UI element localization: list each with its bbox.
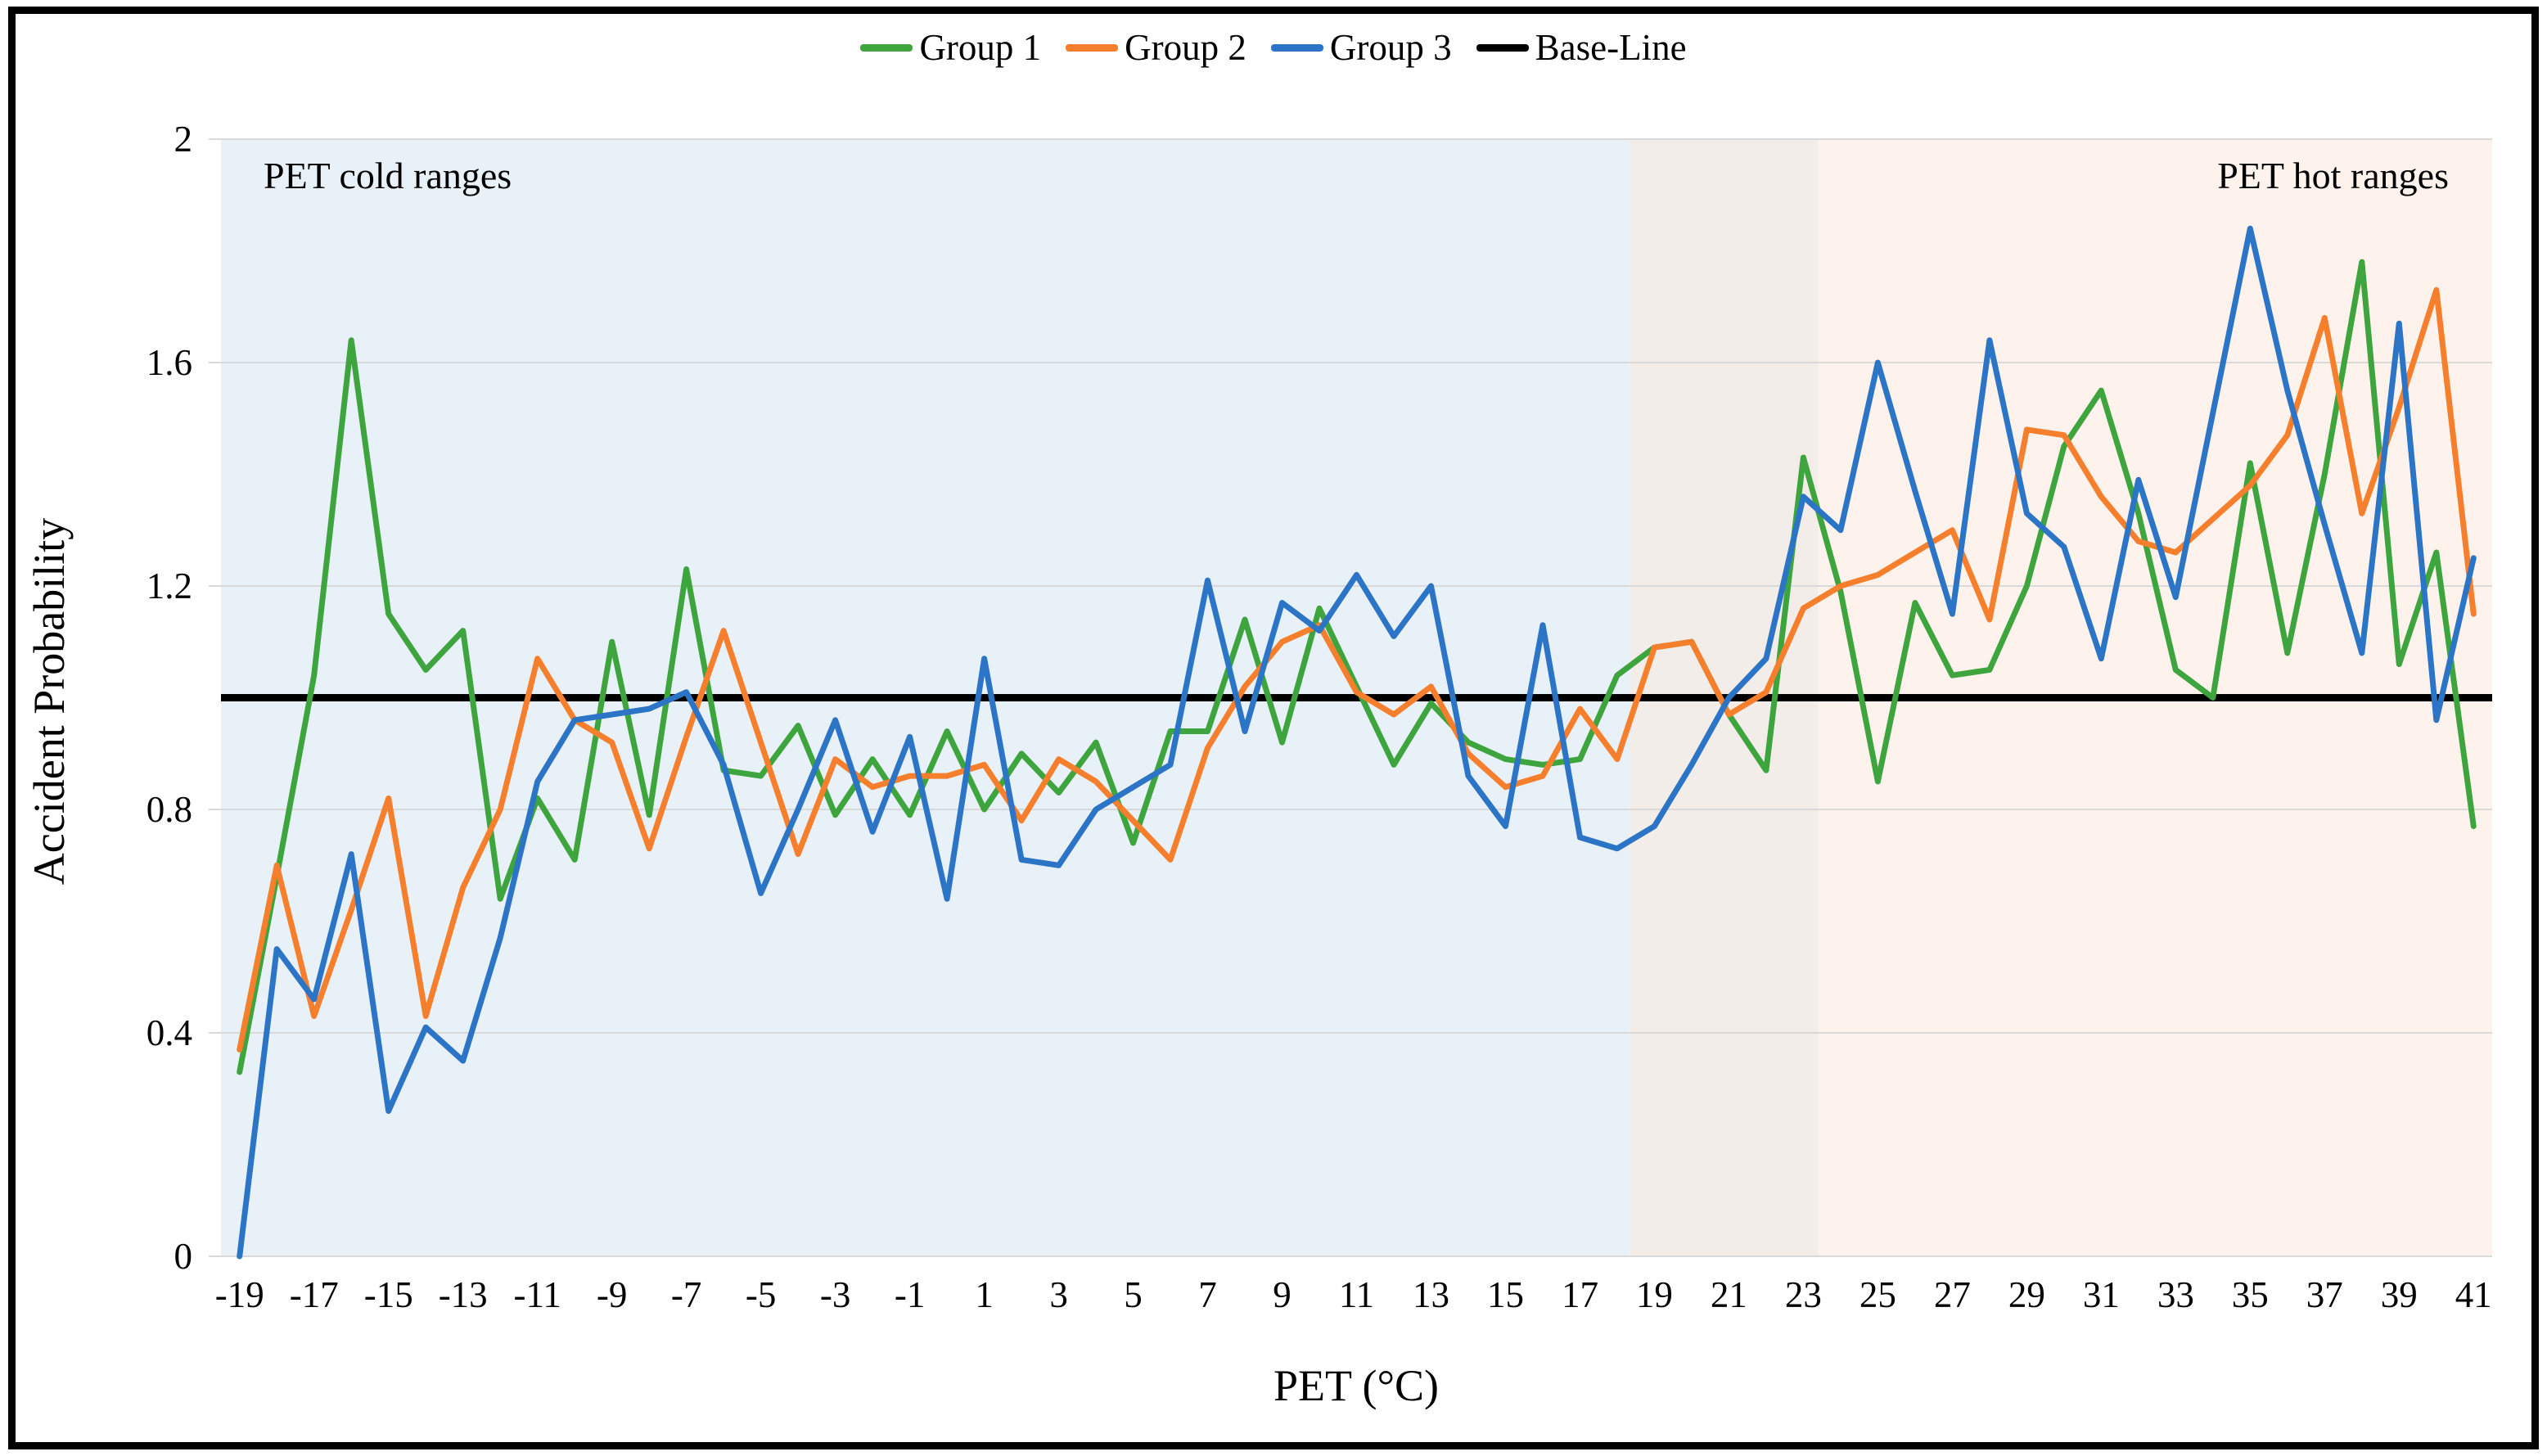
x-tick-label: 3 — [1049, 1274, 1068, 1315]
x-tick-label: 13 — [1412, 1274, 1449, 1315]
baseline-line-swatch-icon — [1476, 44, 1529, 52]
x-tick-label: 5 — [1124, 1274, 1143, 1315]
legend-item-group3: Group 3 — [1270, 27, 1452, 68]
x-tick-label: -9 — [596, 1274, 628, 1315]
x-tick-label: 29 — [2008, 1274, 2045, 1315]
hot-region-label: PET hot ranges — [2217, 155, 2449, 196]
x-tick-label: 17 — [1561, 1274, 1598, 1315]
x-tick-label: 33 — [2157, 1274, 2194, 1315]
y-tick-label: 1.2 — [146, 566, 192, 606]
series-line-3 — [237, 225, 2477, 1260]
x-tick-label: 31 — [2082, 1274, 2120, 1315]
y-tick-label: 1.6 — [146, 342, 192, 383]
x-tick-label: 19 — [1635, 1274, 1673, 1315]
legend-label: Group 1 — [919, 27, 1042, 68]
x-tick-label: 23 — [1784, 1274, 1822, 1315]
x-tick-label: 39 — [2380, 1274, 2418, 1315]
legend-label: Group 3 — [1329, 27, 1452, 68]
x-tick-label: -15 — [363, 1274, 413, 1315]
x-tick-label: -5 — [745, 1274, 777, 1315]
x-tick-label: -7 — [670, 1274, 702, 1315]
legend-item-group1: Group 1 — [860, 29, 1041, 66]
group3-line-swatch-icon — [1270, 44, 1323, 52]
x-tick-label: 1 — [975, 1274, 994, 1315]
series-line-2 — [237, 286, 2477, 1053]
x-tick-label: -17 — [289, 1274, 339, 1315]
legend-label: Base-Line — [1535, 27, 1687, 68]
y-tick-label: 0.4 — [146, 1012, 192, 1053]
x-tick-label: 15 — [1486, 1274, 1524, 1315]
x-tick-label: 21 — [1710, 1274, 1747, 1315]
legend-item-baseline: Base-Line — [1476, 29, 1687, 66]
x-tick-label: -19 — [214, 1274, 264, 1315]
x-tick-label: 11 — [1338, 1274, 1375, 1315]
x-tick-label: 9 — [1273, 1274, 1292, 1315]
x-tick-label: -1 — [894, 1274, 926, 1315]
y-tick-label: 0 — [174, 1236, 193, 1277]
legend-label: Group 2 — [1125, 27, 1246, 68]
group1-line-swatch-icon — [860, 44, 913, 52]
x-tick-label: 7 — [1198, 1274, 1217, 1315]
x-tick-label: 41 — [2455, 1274, 2492, 1315]
x-tick-label: 25 — [1859, 1274, 1896, 1315]
x-axis-title: PET (°C) — [1273, 1361, 1440, 1410]
x-tick-label: -11 — [513, 1274, 561, 1315]
x-tick-label: 27 — [1933, 1274, 1971, 1315]
cold-region-label: PET cold ranges — [264, 155, 512, 196]
legend: Group 1 Group 2 Group 3 Base-Line — [0, 29, 2547, 66]
chart-frame — [8, 7, 2539, 1449]
x-tick-label: -3 — [819, 1274, 851, 1315]
y-tick-label: 2 — [174, 119, 193, 160]
x-tick-label: 35 — [2231, 1274, 2269, 1315]
legend-item-group2: Group 2 — [1066, 29, 1246, 66]
group2-line-swatch-icon — [1066, 44, 1119, 52]
x-tick-label: 37 — [2306, 1274, 2343, 1315]
x-tick-label: -13 — [438, 1274, 488, 1315]
y-tick-label: 0.8 — [146, 789, 192, 830]
